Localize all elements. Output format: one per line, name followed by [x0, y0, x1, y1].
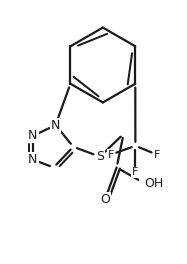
- Text: N: N: [28, 129, 38, 143]
- Text: OH: OH: [144, 177, 163, 190]
- Text: N: N: [28, 153, 38, 166]
- Text: F: F: [108, 150, 114, 160]
- Text: S: S: [96, 150, 104, 163]
- Text: O: O: [100, 194, 110, 206]
- Text: N: N: [51, 119, 60, 131]
- Text: F: F: [154, 150, 160, 160]
- Text: F: F: [132, 167, 139, 177]
